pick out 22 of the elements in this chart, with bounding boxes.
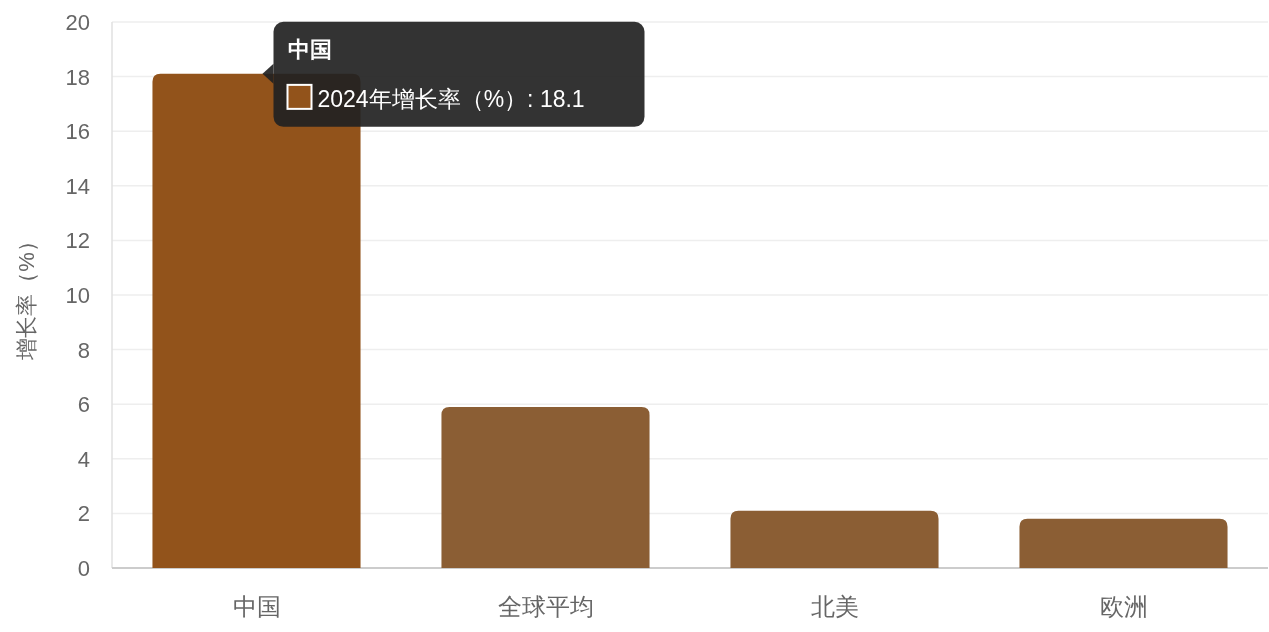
bar [441,406,650,568]
y-tick-label: 6 [77,392,90,418]
y-tick-label: 0 [77,556,90,581]
y-tick-label: 18 [65,64,90,90]
y-tick-label: 16 [65,119,90,145]
x-tick-label: 全球平均 [497,593,594,620]
y-tick-label: 14 [65,173,90,199]
y-tick-label: 8 [77,337,90,363]
x-tick-label: 中国 [232,593,281,620]
y-tick-label: 4 [77,446,90,472]
bar [730,510,939,568]
bar [1019,518,1228,568]
y-tick-label: 2 [77,501,90,527]
y-tick-label: 12 [65,228,90,254]
y-tick-label: 20 [65,10,90,35]
tooltip: 中国 2024年增长率（%）: 18.1 [262,21,645,127]
annotation: 中国 [287,36,332,62]
x-tick-label: 北美 [810,593,859,620]
x-tick-label: 欧洲 [1099,593,1148,620]
y-axis-title: 增长率（%） [14,230,39,361]
y-tick-label: 10 [65,283,90,308]
annotation: 2024年增长率（%）: 18.1 [317,85,585,112]
